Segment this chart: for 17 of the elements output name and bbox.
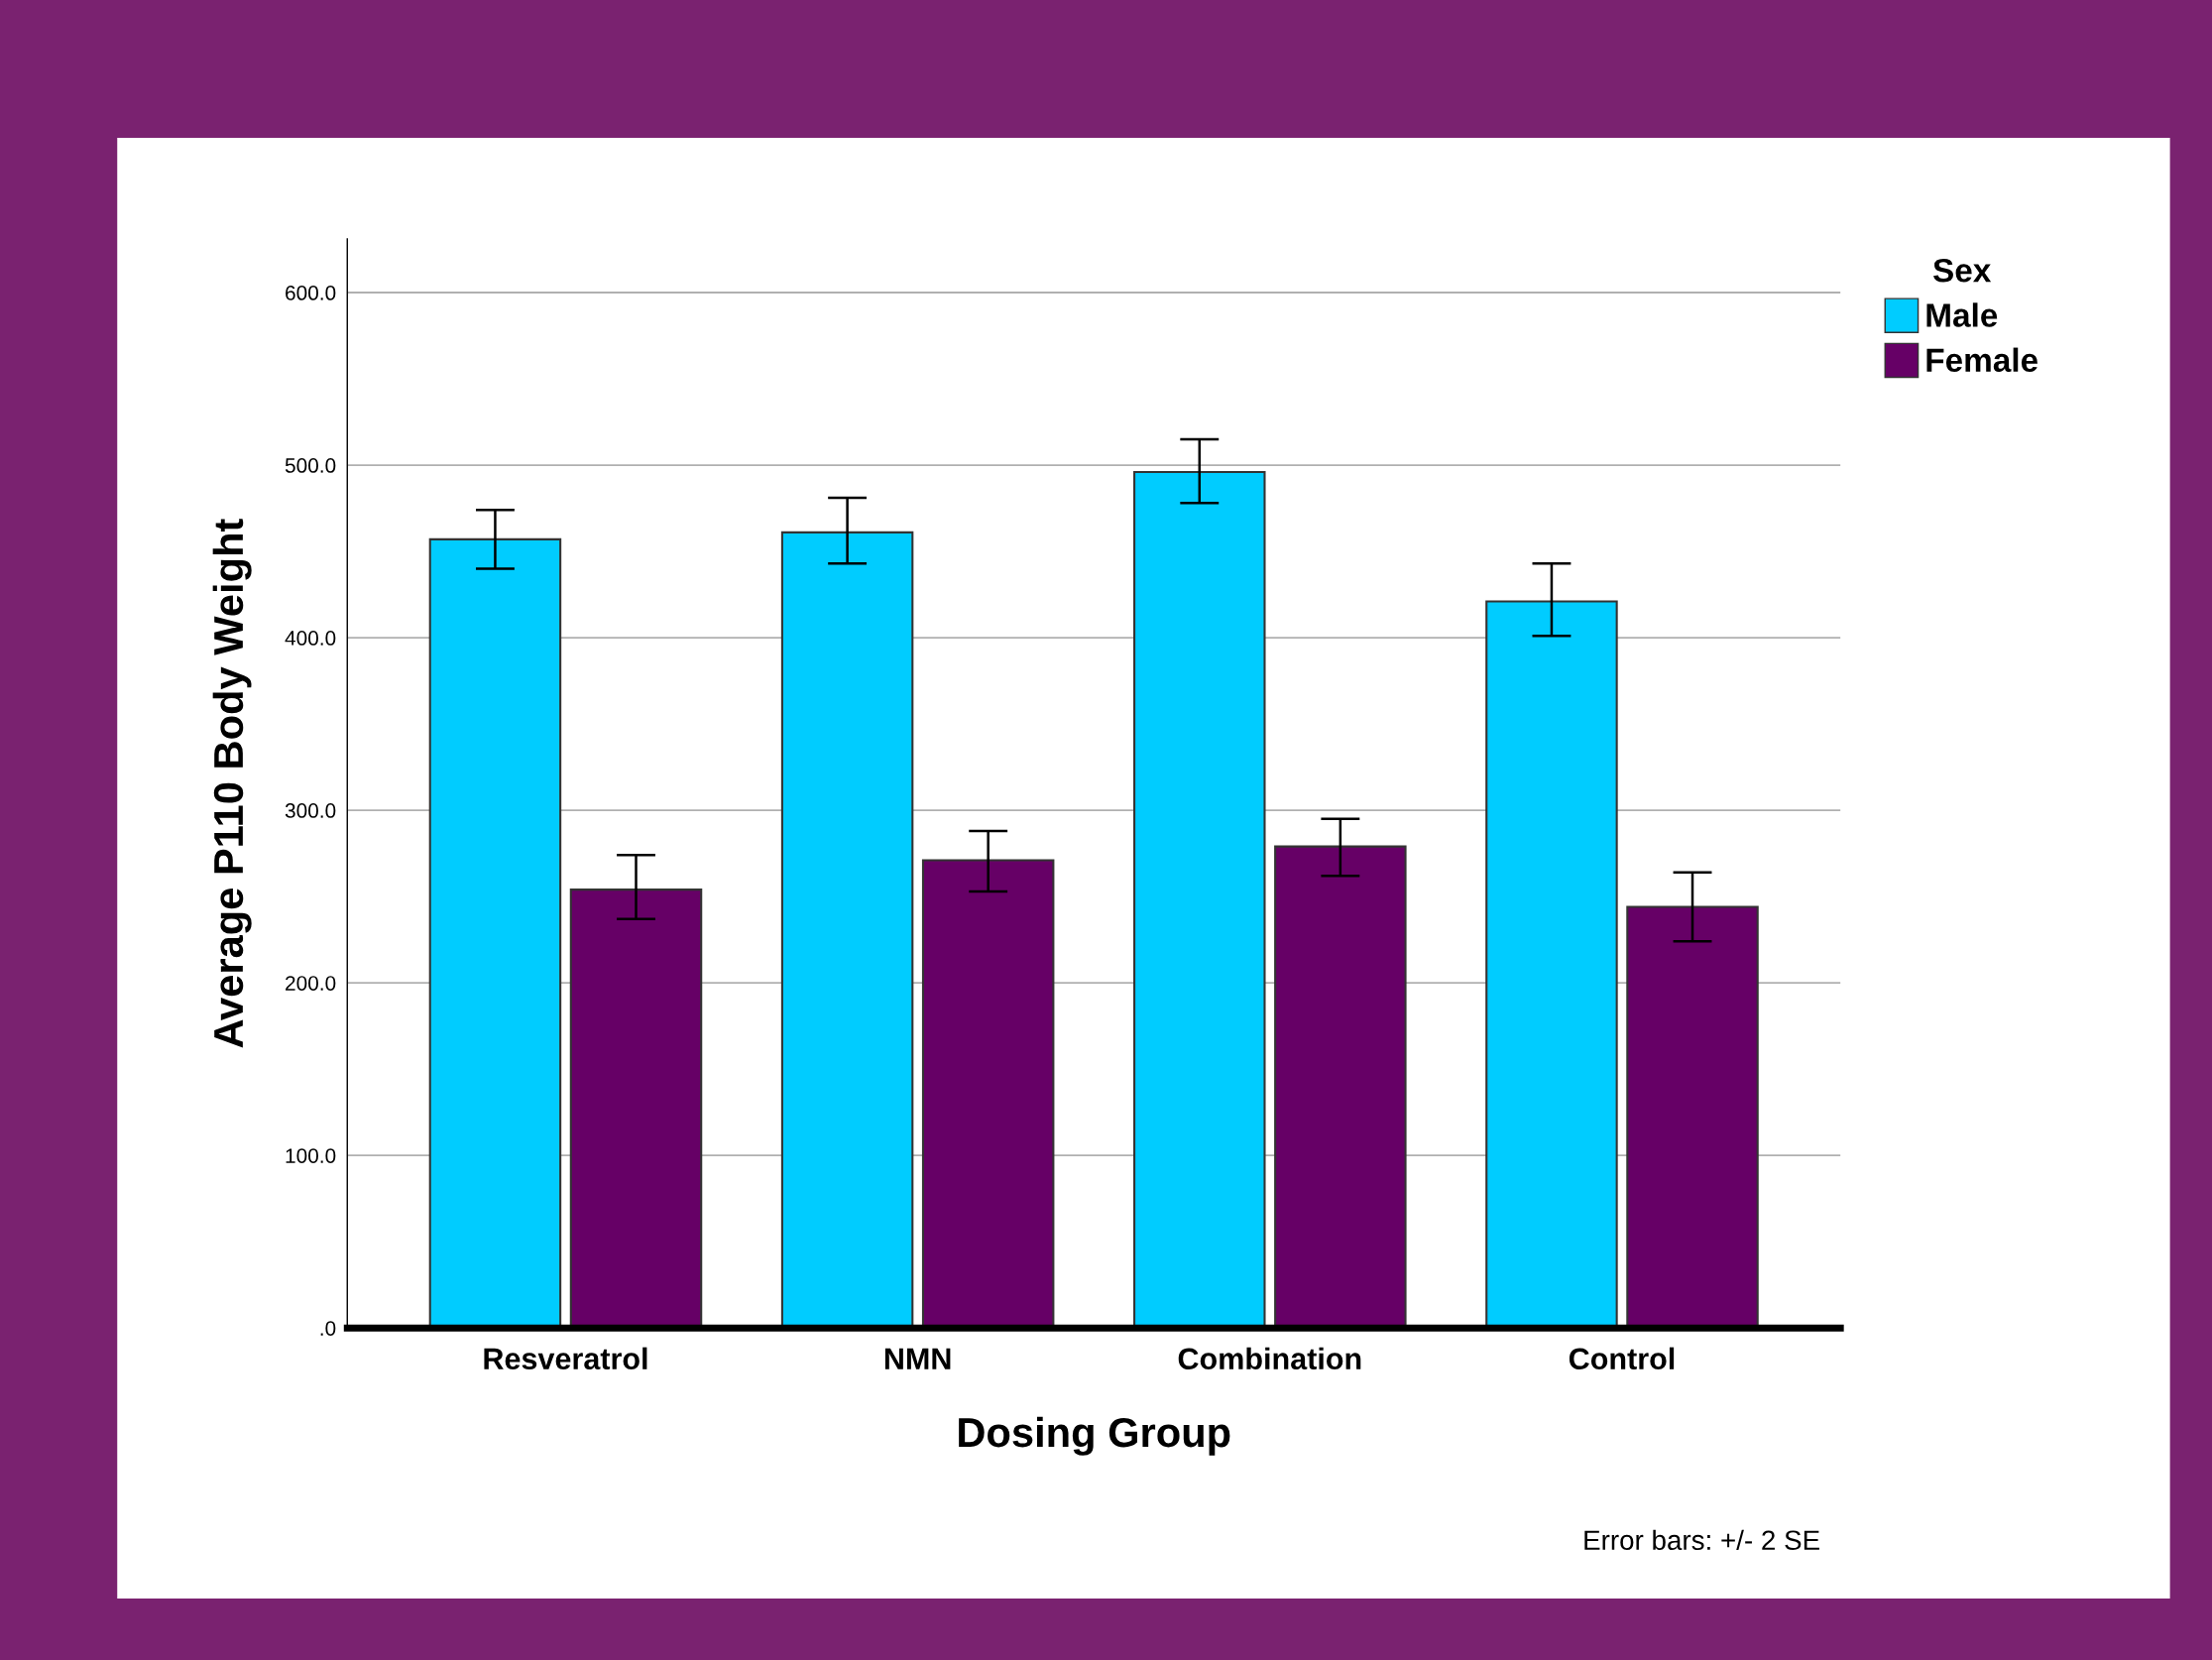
y-tick-label: 200.0 bbox=[286, 976, 336, 991]
x-tick-label: Combination bbox=[1178, 1347, 1361, 1370]
x-axis-title: Dosing Group bbox=[959, 1416, 1230, 1456]
x-tick-label: Resveratrol bbox=[484, 1347, 647, 1370]
legend-label: Male bbox=[1926, 302, 1998, 327]
x-tick-label: Control bbox=[1569, 1347, 1675, 1370]
y-tick-label: .0 bbox=[320, 1321, 336, 1336]
y-tick-label: 300.0 bbox=[285, 803, 336, 818]
y-tick-label: 500.0 bbox=[285, 458, 336, 473]
y-axis-title: Average P110 Body Weight bbox=[212, 519, 252, 1048]
y-tick-label: 600.0 bbox=[286, 286, 336, 300]
y-tick-label: 100.0 bbox=[286, 1148, 336, 1163]
legend-title: Sex bbox=[1932, 258, 1992, 283]
text: Error bars: +/- 2 SE bbox=[1584, 1529, 1819, 1551]
y-tick-label: 400.0 bbox=[285, 631, 336, 646]
legend-label: Female bbox=[1926, 347, 2037, 373]
x-tick-label: NMN bbox=[884, 1348, 951, 1369]
